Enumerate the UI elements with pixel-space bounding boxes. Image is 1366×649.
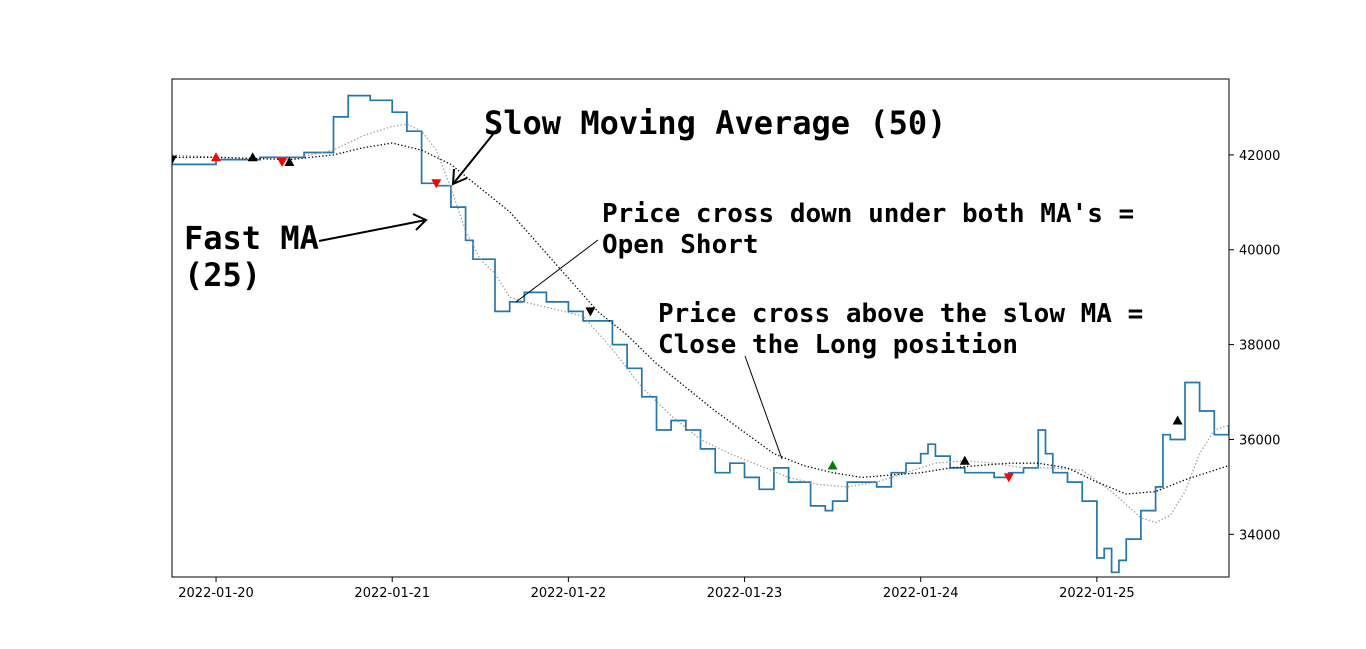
- series-line-1: [172, 123, 1229, 524]
- signal-marker-6: [585, 307, 596, 317]
- close-long-label-line2: Close the Long position: [658, 330, 1018, 360]
- signal-marker-4: [284, 157, 295, 166]
- y-tick-label: 40000: [1239, 244, 1280, 259]
- plot-frame: [171, 78, 1230, 578]
- marker-layer: [172, 152, 1183, 483]
- fast-ma-arrow: [318, 219, 427, 242]
- annotation-arrows: [318, 132, 783, 460]
- signal-marker-8: [959, 455, 970, 465]
- y-tick-label: 38000: [1239, 339, 1280, 354]
- signal-marker-10: [1172, 415, 1183, 425]
- fast-ma-label-line1: Fast MA: [184, 219, 319, 257]
- y-tick-label: 42000: [1239, 149, 1280, 164]
- series-line-0: [172, 94, 1229, 574]
- series-layer: [172, 94, 1229, 574]
- signal-marker-2: [247, 152, 258, 162]
- x-tick-label: 2022-01-24: [883, 586, 959, 601]
- signal-marker-5: [431, 179, 442, 189]
- open-short-label-line2: Open Short: [602, 230, 759, 260]
- x-tick-label: 2022-01-25: [1059, 586, 1135, 601]
- fast-ma-label-line2: (25): [184, 256, 261, 294]
- open-short-label-line1: Price cross down under both MA's =: [602, 199, 1134, 229]
- fast-ma-arrow-head: [412, 213, 428, 231]
- signal-marker-1: [211, 152, 221, 162]
- x-tick-label: 2022-01-20: [178, 586, 254, 601]
- close-long-label-line1: Price cross above the slow MA =: [658, 299, 1143, 329]
- y-tick-label: 34000: [1239, 528, 1280, 543]
- y-axis: 34000 36000 38000 40000 42000: [1229, 149, 1280, 543]
- signal-marker-7: [827, 460, 838, 470]
- slow-ma-arrow-head: [451, 168, 468, 186]
- x-tick-label: 2022-01-22: [531, 586, 607, 601]
- series-line-2: [172, 142, 1229, 495]
- signal-marker-3: [277, 158, 288, 167]
- y-tick-label: 36000: [1239, 433, 1280, 448]
- signal-marker-9: [1003, 473, 1014, 483]
- slow-ma-label: Slow Moving Average (50): [484, 104, 946, 142]
- close-long-pointer: [744, 355, 783, 460]
- x-tick-label: 2022-01-23: [707, 586, 783, 601]
- open-short-pointer: [515, 239, 599, 303]
- x-tick-label: 2022-01-21: [354, 586, 430, 601]
- signal-marker-0: [172, 155, 177, 165]
- slow-ma-arrow: [452, 132, 495, 185]
- x-axis: 2022-01-20 2022-01-21 2022-01-22 2022-01-23…: [178, 577, 1135, 601]
